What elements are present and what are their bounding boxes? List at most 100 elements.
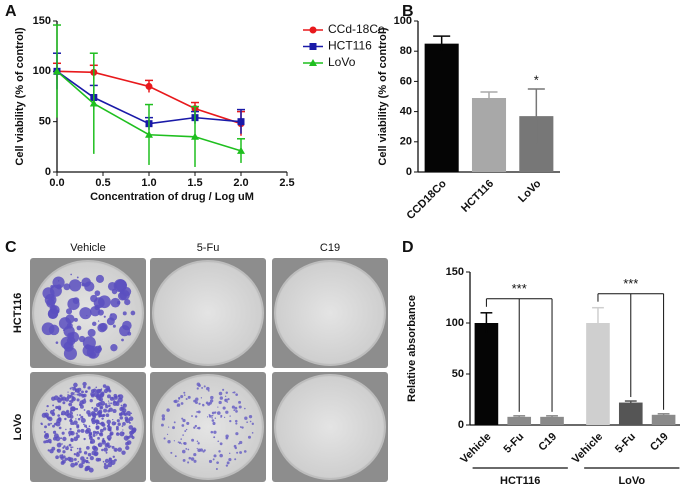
legend-marker: [309, 59, 317, 66]
marker: [237, 146, 245, 154]
colony: [219, 442, 223, 446]
colony: [60, 456, 64, 460]
colony: [119, 325, 131, 337]
colony: [117, 422, 121, 426]
colony: [62, 450, 66, 454]
colony: [63, 445, 66, 448]
colony: [124, 298, 131, 306]
colony: [69, 414, 74, 419]
colony: [187, 461, 190, 464]
colony: [195, 397, 199, 401]
colony: [105, 451, 108, 454]
colony: [219, 396, 223, 400]
colony: [244, 407, 246, 410]
bar: [507, 416, 532, 425]
colony: [125, 441, 130, 446]
y-tick-label: 100: [33, 65, 51, 77]
colony: [108, 389, 112, 393]
colony: [177, 400, 180, 402]
colony: [194, 415, 198, 418]
colony: [185, 447, 188, 450]
colony: [114, 458, 117, 462]
colony: [122, 408, 127, 413]
y-tick-label: 50: [452, 368, 464, 380]
colony: [200, 397, 203, 399]
colony: [112, 401, 118, 407]
colony: [67, 391, 69, 393]
colony: [83, 423, 85, 426]
colony: [112, 418, 114, 421]
colony: [238, 442, 240, 445]
colony: [122, 311, 127, 316]
colony: [102, 413, 106, 417]
colony: [228, 458, 232, 462]
colony: [112, 408, 117, 414]
colony: [125, 445, 130, 451]
colony: [99, 428, 104, 433]
colony: [211, 417, 213, 419]
colony: [211, 411, 215, 415]
colony: [202, 403, 205, 407]
colony: [235, 409, 238, 413]
colony: [229, 415, 231, 417]
colony: [87, 452, 92, 457]
colony: [61, 431, 65, 435]
colony: [248, 415, 253, 419]
colony: [115, 425, 119, 429]
colony: [236, 451, 239, 454]
colony: [205, 401, 209, 405]
colony: [185, 397, 188, 400]
colony: [81, 393, 86, 398]
colony: [103, 464, 109, 470]
colony: [62, 436, 67, 442]
colony: [218, 391, 223, 396]
colony: [206, 386, 210, 391]
colony: [70, 273, 72, 276]
colony: [173, 440, 175, 442]
colony: [95, 386, 98, 389]
colony: [106, 424, 110, 428]
colony: [244, 416, 248, 420]
colony: [123, 435, 129, 441]
x-tick-label: Vehicle: [570, 431, 605, 466]
colony: [247, 435, 252, 439]
colony: [68, 430, 73, 436]
x-tick-label: 2.0: [233, 177, 248, 189]
colony: [101, 440, 106, 445]
colony: [222, 406, 226, 410]
colony: [64, 411, 70, 417]
colony: [97, 421, 100, 425]
bar: [471, 98, 507, 172]
colony: [76, 325, 82, 331]
bar: [474, 323, 499, 425]
colony: [76, 447, 79, 450]
colony: [83, 409, 86, 411]
colony: [65, 428, 67, 431]
panel-letter: D: [402, 239, 414, 256]
y-tick-label: 60: [400, 75, 412, 87]
y-tick-label: 150: [33, 15, 51, 27]
colony: [57, 414, 61, 417]
colony: [92, 433, 96, 437]
colony: [63, 283, 71, 291]
colony: [129, 434, 134, 438]
colony: [207, 389, 210, 392]
colony: [225, 391, 229, 395]
colony: [72, 386, 77, 391]
colony: [58, 399, 60, 401]
colony: [81, 390, 84, 394]
significance: *: [534, 72, 539, 87]
colony: [234, 419, 238, 423]
colony: [160, 423, 164, 427]
colony: [113, 393, 118, 398]
colony: [122, 403, 127, 408]
colony: [46, 404, 49, 408]
colony: [58, 426, 62, 430]
colony: [84, 281, 95, 292]
colony: [83, 385, 86, 389]
x-tick-label: LoVo: [516, 177, 544, 205]
colony: [220, 414, 223, 418]
colony: [81, 460, 86, 465]
colony: [50, 422, 52, 425]
